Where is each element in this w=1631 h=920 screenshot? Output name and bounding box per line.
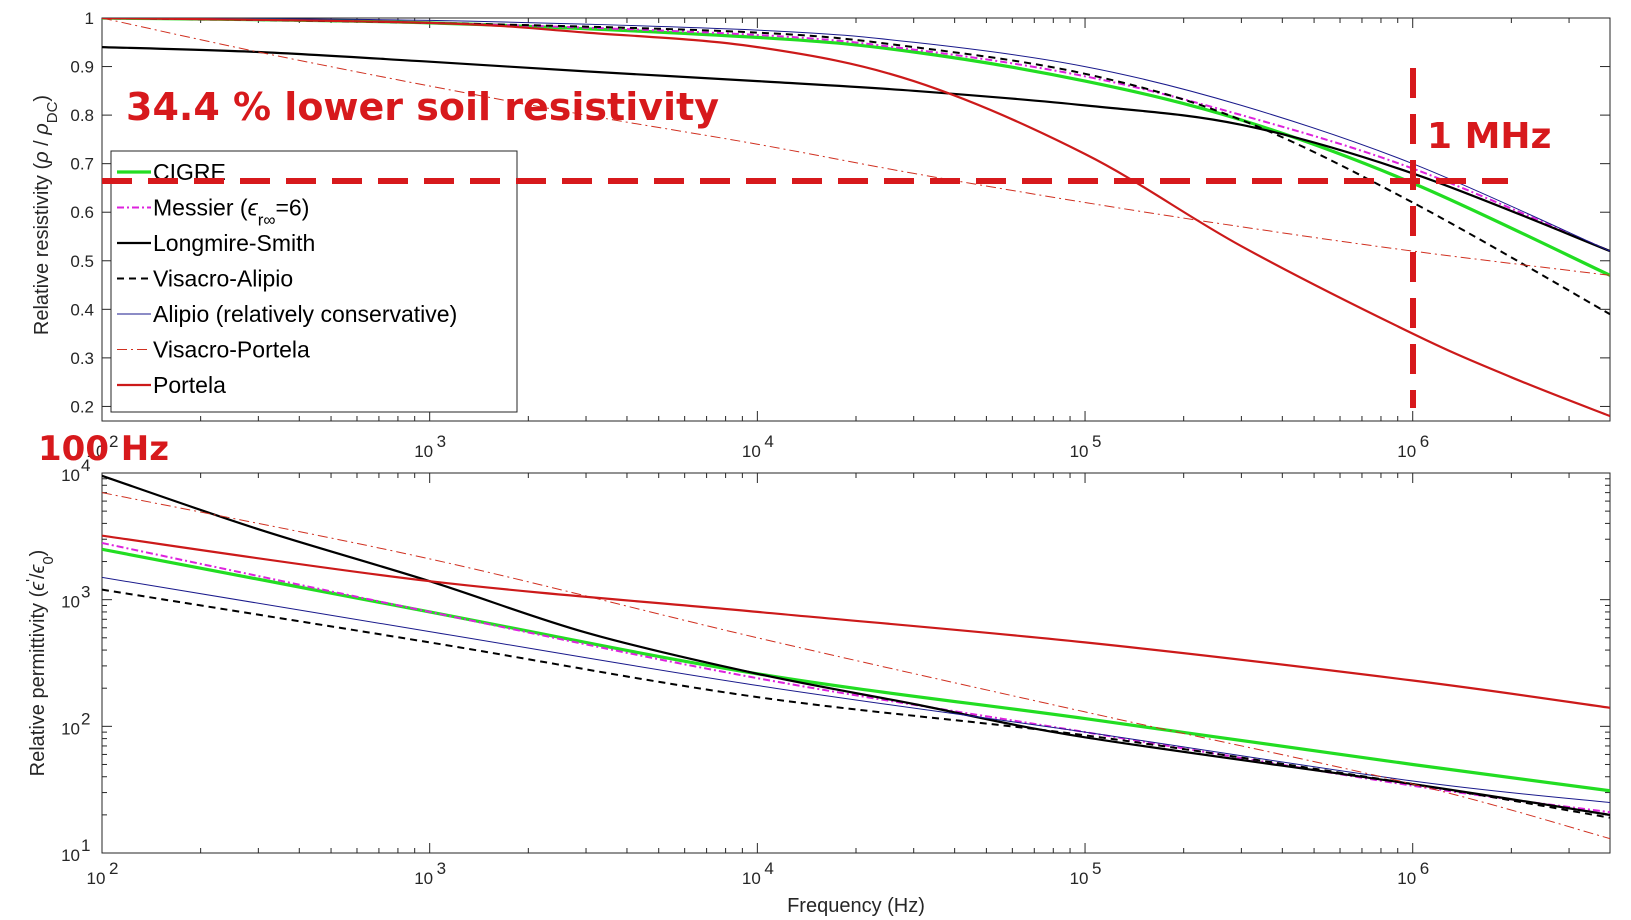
y-tick-label: 1 [85, 9, 94, 28]
permittivity-y-axis-label: Relative permittivity (ϵ'/ϵ0) [23, 550, 57, 777]
y-tick-label: 0.8 [70, 106, 94, 125]
x-tick-label: 10 [1070, 442, 1089, 461]
permittivity-axes-box [101, 472, 1611, 854]
resistivity-line-portela [102, 18, 1610, 418]
x-tick-exponent: 2 [109, 432, 118, 451]
y-tick-label: 0.2 [70, 397, 94, 416]
y-tick-label: 10 [61, 719, 80, 738]
x-tick-label: 10 [742, 442, 761, 461]
y-tick-label: 10 [61, 466, 80, 485]
y-tick-label: 0.7 [70, 155, 94, 174]
permittivity-line-visacro-alipio [102, 588, 1610, 819]
resistivity-line-messier [102, 18, 1610, 253]
hundred-hz-annotation: 100 Hz [38, 429, 169, 469]
legend-box [110, 150, 518, 413]
y-tick-label: 0.6 [70, 203, 94, 222]
resistivity-curves [102, 18, 1610, 418]
legend-label-portela: Portela [153, 372, 226, 398]
x-tick-exponent: 6 [1420, 432, 1429, 451]
legend-label-longmire-smith: Longmire-Smith [153, 230, 315, 256]
permittivity-line-visacro-portela [102, 492, 1610, 840]
x-tick-label: 10 [1070, 869, 1089, 888]
y-tick-label: 0.3 [70, 349, 94, 368]
x-tick-label: 10 [414, 869, 433, 888]
y-tick-exponent: 2 [81, 709, 90, 728]
legend-label-alipio: Alipio (relatively conservative) [153, 301, 457, 327]
x-axis-label: Frequency (Hz) [787, 895, 925, 917]
x-tick-exponent: 5 [1092, 859, 1101, 878]
one-mhz-annotation: 1 MHz [1427, 116, 1552, 157]
legend-label-messier: Messier (ϵr∞=6) [153, 195, 309, 230]
x-tick-exponent: 3 [437, 859, 446, 878]
permittivity-curves [102, 474, 1610, 840]
permittivity-line-alipio [102, 576, 1610, 804]
legend-label-visacro-portela: Visacro-Portela [153, 337, 310, 363]
x-tick-label: 10 [87, 442, 106, 461]
x-tick-label: 10 [414, 442, 433, 461]
y-tick-label: 0.4 [70, 300, 94, 319]
permittivity-line-messier [102, 542, 1610, 814]
x-tick-label: 10 [1397, 442, 1416, 461]
x-tick-exponent: 4 [764, 432, 773, 451]
legend-label-visacro-alipio: Visacro-Alipio [153, 266, 293, 292]
resistivity-line-longmire-smith [102, 46, 1610, 253]
annotations: 34.4 % lower soil resistivity 1 MHz 100 … [38, 68, 1552, 469]
permittivity-line-portela [102, 534, 1610, 709]
permittivity-line-cigre [102, 547, 1610, 793]
resistivity-line-visacro-portela [102, 18, 1610, 276]
y-tick-exponent: 4 [81, 456, 90, 475]
x-tick-exponent: 3 [437, 432, 446, 451]
y-tick-label: 10 [61, 846, 80, 865]
resistivity-y-axis-label: Relative resistivity (ρ / ρDC) [31, 95, 61, 335]
x-tick-exponent: 6 [1420, 859, 1429, 878]
resistivity-line-alipio [102, 18, 1610, 252]
permittivity-line-longmire-smith [102, 474, 1610, 816]
y-tick-label: 0.9 [70, 58, 94, 77]
x-tick-label: 10 [87, 869, 106, 888]
y-tick-exponent: 1 [81, 836, 90, 855]
y-tick-label: 0.5 [70, 252, 94, 271]
lower-resistivity-annotation: 34.4 % lower soil resistivity [126, 85, 719, 129]
x-tick-exponent: 4 [764, 859, 773, 878]
y-tick-label: 10 [61, 593, 80, 612]
resistivity-panel: 1021031041051060.20.30.40.50.60.70.80.91… [31, 9, 1611, 461]
x-tick-label: 10 [1397, 869, 1416, 888]
y-tick-exponent: 3 [81, 583, 90, 602]
x-tick-exponent: 5 [1092, 432, 1101, 451]
x-tick-label: 10 [742, 869, 761, 888]
x-tick-exponent: 2 [109, 859, 118, 878]
